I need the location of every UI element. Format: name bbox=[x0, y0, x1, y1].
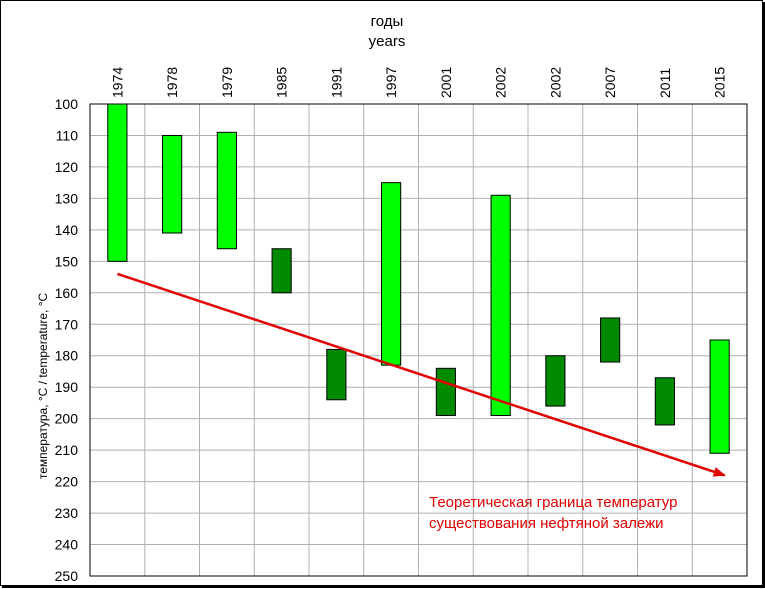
y-tick-label: 210 bbox=[55, 442, 79, 458]
range-bar-2011 bbox=[654, 377, 675, 426]
y-tick-label: 190 bbox=[55, 379, 79, 395]
grid-layer bbox=[90, 103, 747, 577]
range-bar-1997 bbox=[381, 182, 402, 366]
y-tick-label: 230 bbox=[55, 505, 79, 521]
y-tick-label: 120 bbox=[55, 159, 79, 175]
x-tick-label: 2002 bbox=[547, 67, 563, 98]
x-axis-title-ru: годы bbox=[371, 13, 404, 30]
y-tick-label: 130 bbox=[55, 190, 79, 206]
annotation-line-1: Теоретическая граница температур bbox=[429, 494, 677, 511]
x-tick-label: 1974 bbox=[109, 67, 125, 98]
y-axis-title: температура, °С / temperature, °С bbox=[36, 292, 50, 479]
x-tick-label: 2002 bbox=[493, 67, 509, 98]
y-tick-label: 250 bbox=[55, 568, 79, 584]
y-tick-label: 180 bbox=[55, 348, 79, 364]
y-tick-label: 160 bbox=[55, 285, 79, 301]
x-tick-label: 2007 bbox=[602, 67, 618, 98]
y-tick-label: 200 bbox=[55, 411, 79, 427]
x-tick-labels: 1974 1978 1979 1985 1991 1997 2001 2002 2002 2007… bbox=[109, 67, 727, 98]
x-tick-label: 1997 bbox=[383, 67, 399, 98]
y-tick-label: 220 bbox=[55, 474, 79, 490]
y-tick-label: 110 bbox=[56, 127, 79, 143]
y-tick-labels: 100 110 120 130 140 150 160 170 180 190 200 210 220 2… bbox=[55, 96, 79, 584]
range-bar-2002 bbox=[545, 355, 566, 407]
y-tick-label: 100 bbox=[55, 96, 79, 112]
y-tick-label: 140 bbox=[55, 222, 79, 238]
range-bar-1974 bbox=[107, 103, 128, 262]
x-tick-label: 1985 bbox=[274, 67, 290, 98]
x-tick-label: 1978 bbox=[164, 67, 180, 98]
range-bar-1985 bbox=[271, 248, 292, 294]
trend-line bbox=[116, 272, 726, 477]
annotation-line-2: существования нефтяной залежи bbox=[429, 515, 664, 532]
range-bar-2002 bbox=[490, 194, 511, 417]
range-bar-2015 bbox=[709, 339, 730, 454]
range-bar-2007 bbox=[600, 317, 621, 363]
range-bar-1979 bbox=[216, 131, 237, 250]
x-tick-label: 2011 bbox=[657, 68, 673, 98]
y-tick-label: 240 bbox=[55, 537, 79, 553]
x-tick-label: 2001 bbox=[438, 67, 454, 98]
range-bar-1991 bbox=[326, 348, 347, 401]
y-tick-label: 150 bbox=[55, 253, 79, 269]
x-tick-label: 1991 bbox=[328, 67, 344, 98]
range-bar-1978 bbox=[162, 134, 183, 234]
x-tick-label: 1979 bbox=[219, 67, 235, 98]
y-tick-label: 170 bbox=[55, 316, 79, 332]
range-bar-2001 bbox=[435, 367, 456, 417]
plot-border bbox=[89, 103, 748, 577]
x-tick-label: 2015 bbox=[712, 67, 728, 98]
x-axis-title-en: years bbox=[369, 33, 406, 50]
